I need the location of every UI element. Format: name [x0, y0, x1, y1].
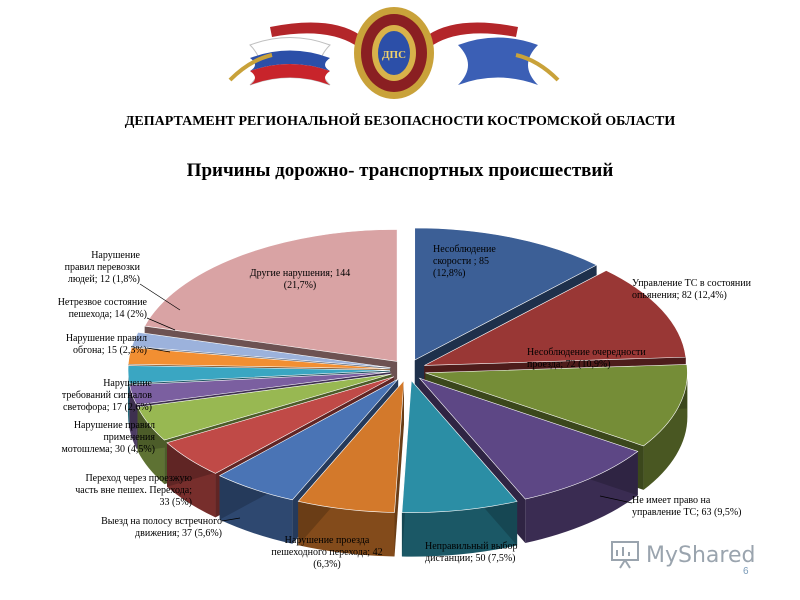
police-emblem-with-flags-icon: ДПС [228, 7, 560, 99]
leader-line [221, 517, 241, 522]
slice-label: Несоблюдение скорости ; 85 (12,8%) [433, 244, 496, 279]
slice-label: Управление ТС в состоянии опьянения; 82 (… [632, 278, 752, 301]
slice-label: Выезд на полосу встречного движения; 37 (… [101, 516, 222, 539]
pie-slice-top [127, 365, 391, 384]
pie-slices [127, 227, 688, 557]
slice-label: Неправильный выбор дистанции; 50 (7,5%) [425, 541, 518, 564]
slice-label: Нарушение правил применения мотошлема; 30 … [61, 420, 155, 455]
pie-slice-top [131, 332, 391, 368]
department-heading: ДЕПАРТАМЕНТ РЕГИОНАЛЬНОЙ БЕЗОПАСНОСТИ КО… [124, 114, 676, 129]
pie-slice-side [401, 501, 518, 557]
pie-slice-top [144, 229, 398, 362]
chart-title: Причины дорожно- транспортных происшеств… [186, 160, 614, 181]
myshared-presentation-icon [611, 541, 639, 569]
watermark-text: MyShared [646, 543, 755, 568]
slice-label: Нарушение правил перевозки людей; 12 (1,8%… [65, 250, 141, 285]
emblem-text: ДПС [382, 49, 406, 61]
pie-slice-top [424, 270, 687, 366]
leader-line [146, 347, 171, 353]
page-number: 6 [743, 566, 749, 577]
pie-slice [401, 379, 518, 557]
pie-slice-top [297, 379, 405, 513]
pie-slice-top [137, 373, 392, 441]
pie-slice [297, 379, 405, 557]
leader-line [599, 495, 633, 504]
pie-slice-top [425, 364, 688, 447]
watermark: MyShared [611, 541, 755, 569]
leader-line [146, 317, 176, 331]
pie-slice-wall [137, 374, 392, 452]
slice-label: Не имеет право на управление ТС; 63 (9,5%… [632, 495, 742, 518]
leader-lines [139, 283, 633, 522]
pie-slice-top [414, 227, 598, 361]
pie-slice-top [129, 371, 391, 406]
slice-label: Нетрезвое состояние пешехода; 14 (2%) [58, 297, 148, 320]
pie-slice-top [401, 379, 518, 513]
pie-slice-top [418, 377, 639, 500]
slice-label: Несоблюдение очередности проезда; 72 (10,… [527, 347, 646, 370]
pie-slice-side [643, 372, 688, 490]
slice-label: Нарушение проезда пешеходного перехода; 4… [271, 535, 382, 570]
slice-label: Нарушение требований сигналов светофора; 1… [62, 378, 153, 413]
pie-slice-top [127, 347, 391, 370]
slice-label: Другие нарушения; 144 (21,7%) [250, 268, 350, 291]
slice-label: Нарушение правил обгона; 15 (2,3%) [66, 333, 147, 356]
leader-line [139, 283, 181, 311]
slice-label: Переход через проезжую часть вне пешех. П… [75, 473, 192, 508]
pie-slice-top [218, 378, 399, 501]
slice-labels: Несоблюдение скорости ; 85 (12,8%) Управлен… [58, 244, 752, 570]
pie-slice-top [166, 376, 395, 474]
